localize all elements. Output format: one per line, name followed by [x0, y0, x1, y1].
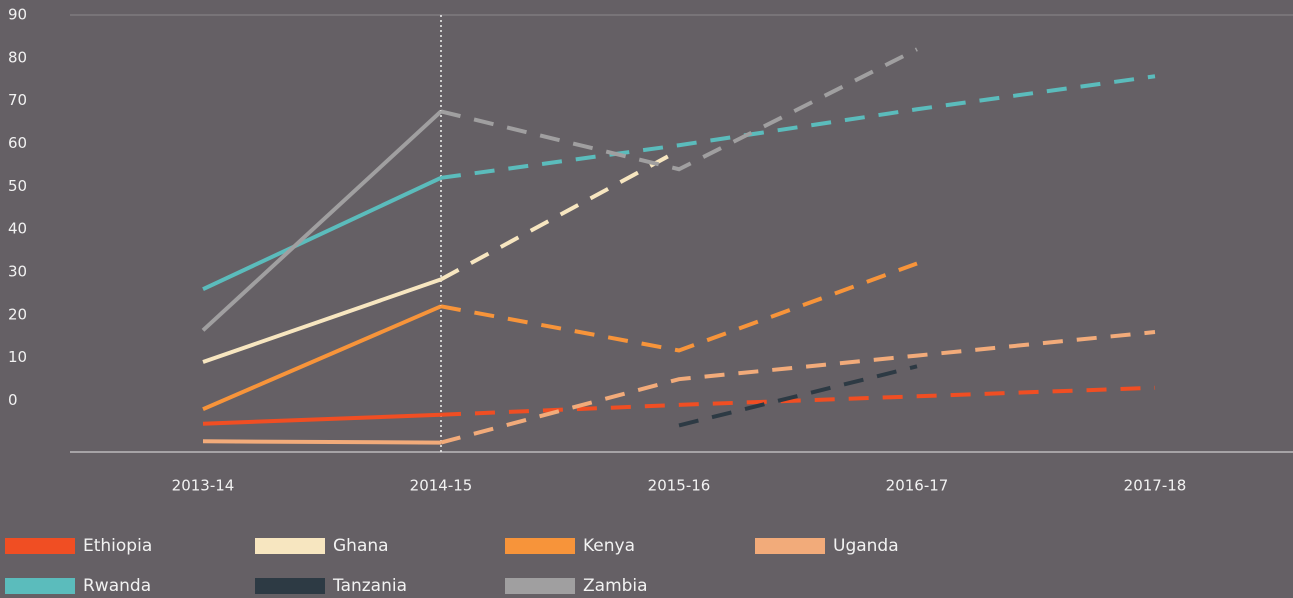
y-tick-label: 60 — [8, 134, 27, 152]
y-tick-label: 20 — [8, 305, 27, 323]
y-tick-label: 40 — [8, 220, 27, 238]
legend-swatch — [505, 538, 575, 554]
line-dashed — [678, 364, 918, 428]
line — [202, 277, 442, 364]
y-tick-label: 80 — [8, 48, 27, 66]
legend-label: Ghana — [333, 536, 389, 556]
x-tick-label: 2014-15 — [410, 477, 473, 495]
line — [202, 175, 442, 292]
legend-swatch — [5, 538, 75, 554]
legend-swatch — [755, 538, 825, 554]
legend-swatch — [255, 578, 325, 594]
legend-label: Tanzania — [332, 576, 407, 596]
line-dashed — [440, 330, 1156, 445]
legend-label: Zambia — [583, 576, 648, 596]
y-tick-label: 10 — [8, 348, 27, 366]
line-dashed — [440, 74, 1156, 180]
y-tick-label: 0 — [8, 391, 18, 409]
x-tick-label: 2016-17 — [886, 477, 949, 495]
x-tick-label: 2015-16 — [648, 477, 711, 495]
legend-label: Uganda — [833, 536, 899, 556]
line — [202, 412, 442, 426]
line-dashed — [440, 261, 918, 353]
legend-swatch — [255, 538, 325, 554]
y-tick-label: 70 — [8, 91, 27, 109]
legend-label: Ethiopia — [83, 536, 152, 556]
line — [201, 109, 443, 332]
legend-swatch — [5, 578, 75, 594]
line — [202, 304, 442, 411]
line-dashed — [440, 385, 1156, 417]
legend-label: Rwanda — [83, 576, 151, 596]
legend-label: Kenya — [583, 536, 635, 556]
line-dashed — [440, 47, 918, 172]
y-tick-label: 50 — [8, 177, 27, 195]
y-tick-label: 90 — [8, 6, 27, 24]
x-tick-label: 2017-18 — [1124, 477, 1187, 495]
line-dashed — [440, 148, 680, 282]
line — [202, 439, 442, 445]
y-tick-label: 30 — [8, 263, 27, 281]
x-tick-label: 2013-14 — [172, 477, 235, 495]
legend-swatch — [505, 578, 575, 594]
